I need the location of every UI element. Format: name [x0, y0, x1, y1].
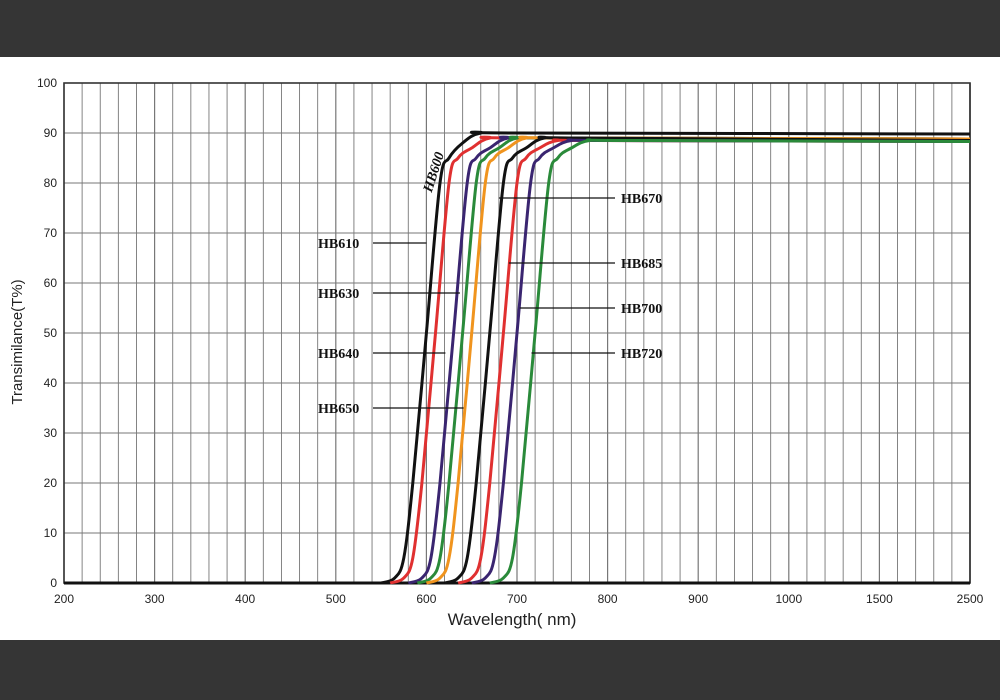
y-tick-label: 30: [44, 426, 58, 440]
y-tick-label: 20: [44, 476, 58, 490]
y-tick-label: 100: [37, 76, 57, 90]
series-line-hb630: [407, 135, 971, 585]
x-tick-label: 300: [145, 592, 165, 606]
callouts: HB600 HB610 HB630 HB640 HB650 HB670 HB685 HB700…: [318, 150, 662, 417]
callout-hb600: HB600: [421, 150, 448, 195]
callout-hb630: HB630: [318, 287, 359, 302]
y-tick-label: 50: [44, 326, 58, 340]
y-tick-label: 10: [44, 526, 58, 540]
x-tick-label: 600: [416, 592, 436, 606]
x-tick-label: 200: [54, 592, 74, 606]
x-tick-label: 1000: [775, 592, 802, 606]
x-tick-label: 900: [688, 592, 708, 606]
y-tick-label: 60: [44, 276, 58, 290]
series-line-hb600: [380, 130, 971, 585]
grid: [63, 82, 971, 585]
y-tick-label: 70: [44, 226, 58, 240]
x-tick-label: 1500: [866, 592, 893, 606]
series-line-hb720: [489, 138, 971, 585]
y-tick-label: 40: [44, 376, 58, 390]
y-tick-label: 0: [50, 576, 57, 590]
y-axis-label: Transimilance(T%): [9, 279, 26, 404]
callout-hb640: HB640: [318, 347, 359, 362]
callout-hb670: HB670: [621, 192, 662, 207]
callout-hb700: HB700: [621, 302, 662, 317]
x-tick-label: 700: [507, 592, 527, 606]
x-axis-label: Wavelength( nm): [448, 610, 577, 629]
callout-hb610: HB610: [318, 237, 359, 252]
series-line-hb670: [444, 135, 971, 585]
y-tick-label: 80: [44, 176, 58, 190]
callout-hb685: HB685: [621, 257, 662, 272]
x-tick-label: 800: [598, 592, 618, 606]
callout-hb720: HB720: [621, 347, 662, 362]
chart-frame: HB600 HB610 HB630 HB640 HB650 HB670 HB685 HB700…: [0, 57, 1000, 640]
transmittance-chart: HB600 HB610 HB630 HB640 HB650 HB670 HB685 HB700…: [9, 76, 984, 629]
x-tick-label: 500: [326, 592, 346, 606]
x-tick-label: 400: [235, 592, 255, 606]
tick-labels: 200 300 400 500 600 700 800 900 1000 1500 2500 0 10 2…: [37, 76, 984, 606]
y-tick-label: 90: [44, 126, 58, 140]
x-tick-label: 2500: [957, 592, 984, 606]
curves: [380, 130, 971, 585]
callout-hb650: HB650: [318, 402, 359, 417]
